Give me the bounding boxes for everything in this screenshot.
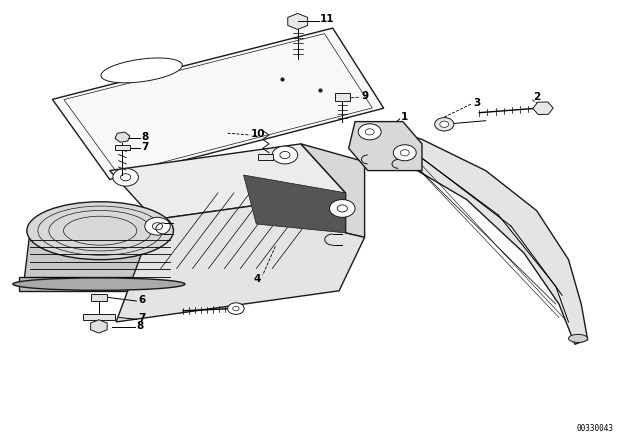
Text: 8: 8 [136,321,144,332]
Circle shape [145,217,170,235]
Circle shape [358,124,381,140]
Text: 3: 3 [473,98,480,108]
FancyBboxPatch shape [91,294,107,301]
Text: 10: 10 [251,129,266,139]
Circle shape [280,151,290,159]
Polygon shape [19,277,180,291]
Text: 00330043: 00330043 [576,424,613,433]
Circle shape [440,121,449,127]
Polygon shape [368,128,588,344]
Circle shape [233,306,239,311]
Ellipse shape [101,58,182,83]
Circle shape [400,150,409,156]
Polygon shape [109,144,346,220]
Text: 9: 9 [362,91,369,101]
Ellipse shape [13,278,185,290]
FancyBboxPatch shape [335,93,350,101]
Polygon shape [301,144,365,237]
Text: 7: 7 [138,314,146,323]
Circle shape [337,205,348,212]
Text: 6: 6 [138,295,146,305]
Text: 11: 11 [320,14,335,24]
Circle shape [365,129,374,135]
FancyBboxPatch shape [115,145,130,150]
Circle shape [113,168,138,186]
Text: 1: 1 [401,112,408,122]
FancyBboxPatch shape [258,154,273,160]
Text: 2: 2 [533,92,540,102]
Text: 7: 7 [141,142,148,152]
Circle shape [120,174,131,181]
Circle shape [152,223,163,230]
Circle shape [228,303,244,314]
Polygon shape [52,28,384,180]
Polygon shape [244,175,346,233]
Polygon shape [349,121,422,171]
Ellipse shape [27,202,173,260]
Circle shape [435,117,454,131]
Ellipse shape [568,334,588,342]
Circle shape [272,146,298,164]
Circle shape [330,199,355,217]
Circle shape [394,145,416,161]
Polygon shape [24,231,177,284]
Text: 8: 8 [141,132,148,142]
Polygon shape [116,193,365,322]
Text: 4: 4 [253,274,260,284]
FancyBboxPatch shape [83,314,115,320]
